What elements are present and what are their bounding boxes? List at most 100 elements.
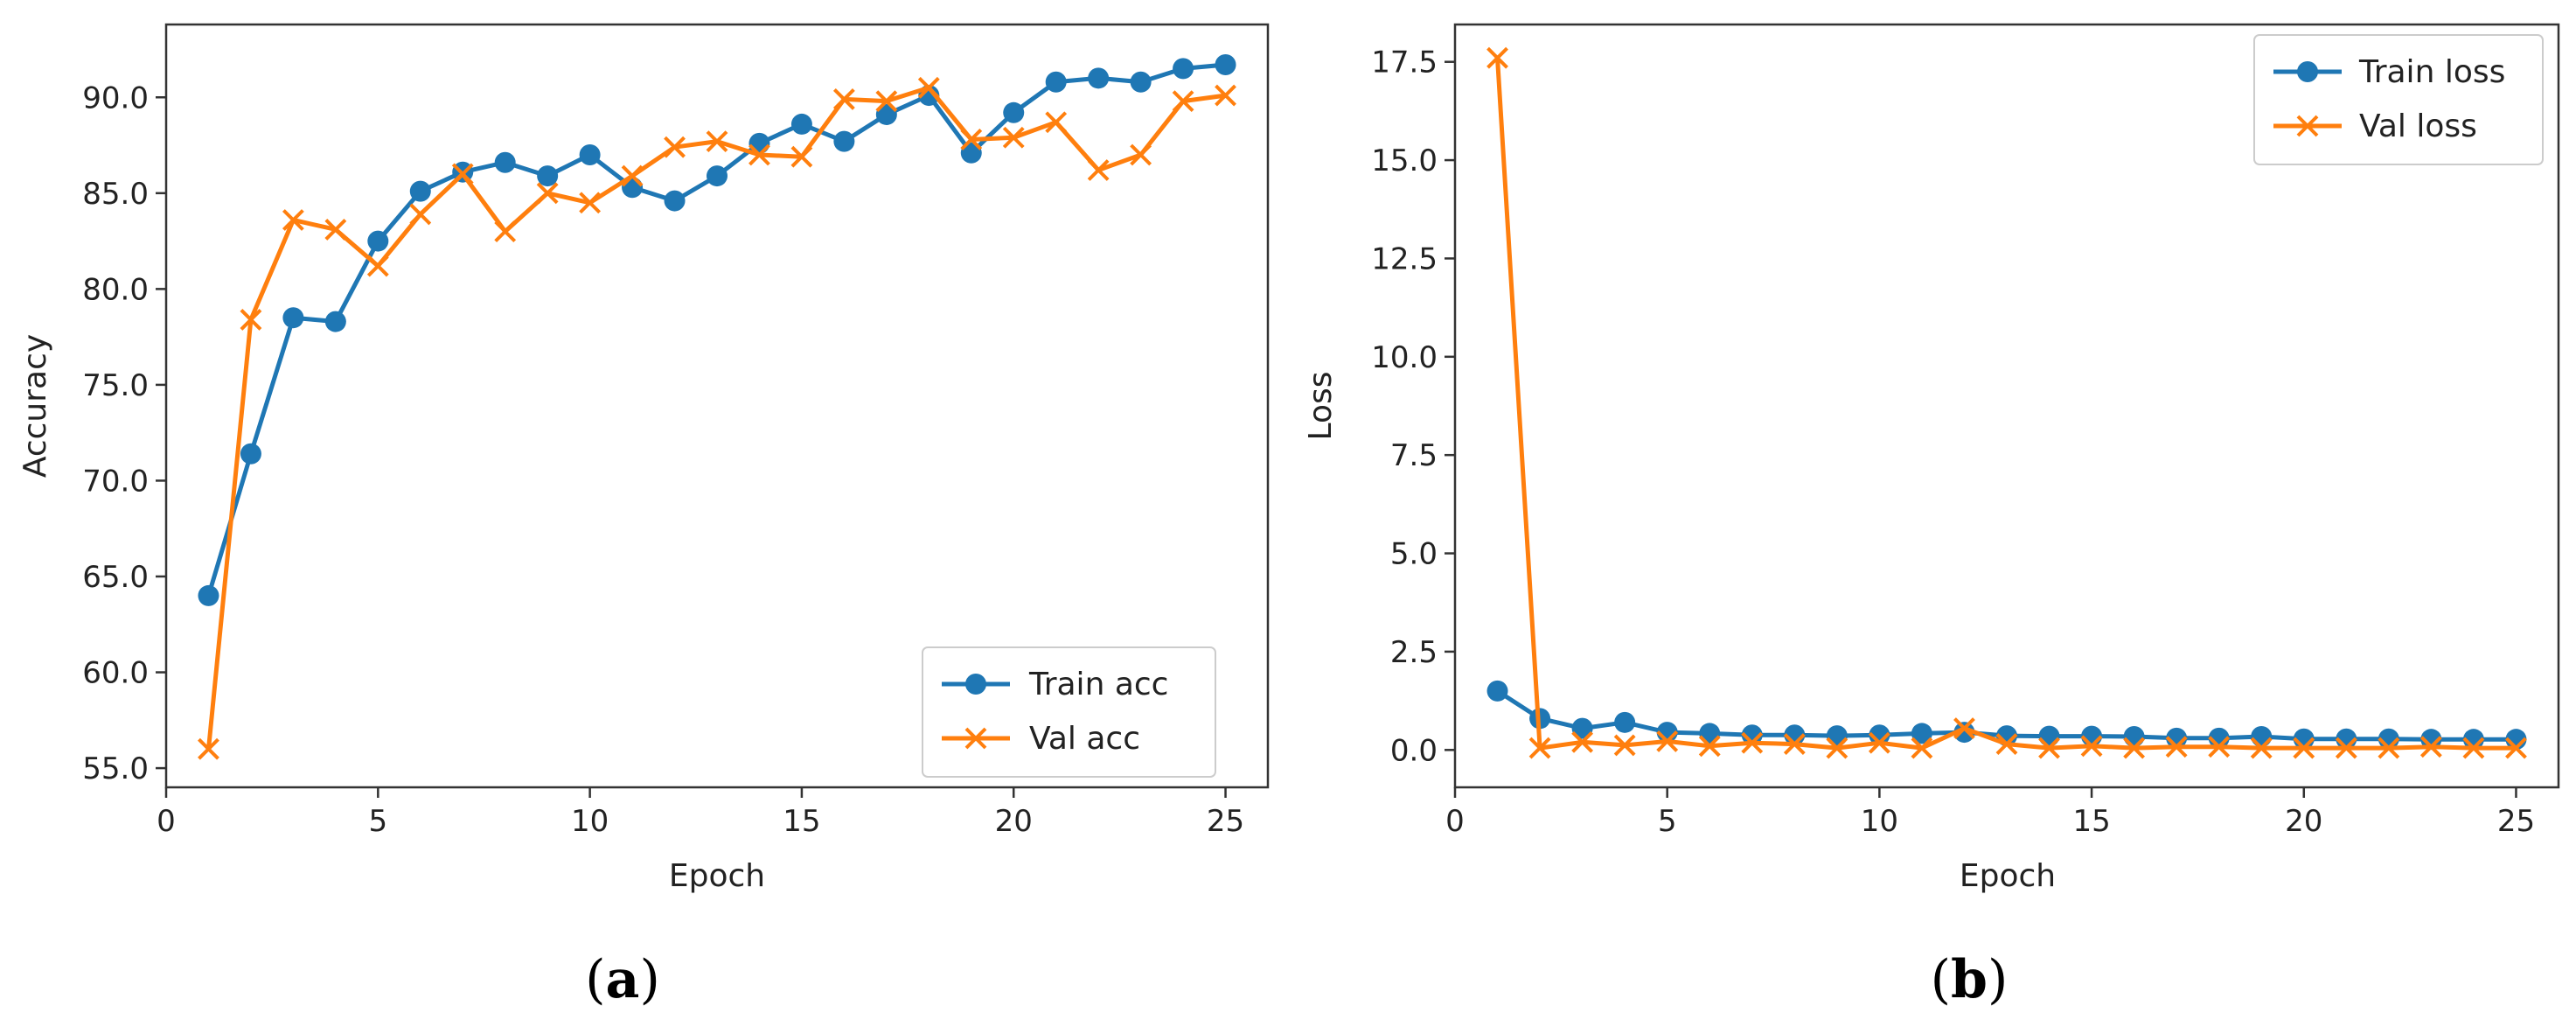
x-tick-label: 25 [2497, 804, 2535, 839]
x-tick-label: 0 [157, 804, 176, 839]
x-tick-label: 15 [783, 804, 820, 839]
data-point-val [451, 163, 474, 185]
data-point-train [833, 130, 855, 152]
panel-label-open: ( [1931, 949, 1951, 1010]
data-point-train [1911, 723, 1932, 744]
y-tick-label: 10.0 [1371, 340, 1438, 375]
data-point-val [1698, 735, 1721, 758]
data-point-val [706, 130, 728, 153]
legend-box [2253, 34, 2544, 165]
data-point-val [1045, 111, 1068, 134]
data-point-val [960, 129, 983, 150]
data-point-train [324, 311, 346, 332]
data-point-train [1571, 717, 1593, 739]
data-point-train [1003, 101, 1025, 123]
data-point-train [409, 180, 431, 202]
data-point-val [2123, 737, 2146, 759]
data-point-val [2208, 736, 2231, 758]
panel-label-close: ) [1988, 949, 2008, 1010]
x-tick-label: 20 [2285, 804, 2322, 839]
loss-chart: 0 5 10 15 20 25 0.0 2.5 5.0 7.5 10.0 12.5 15.0 17.5 E… [1303, 23, 2560, 1010]
panel-label-letter: b [1951, 949, 1988, 1010]
x-axis-label: Epoch [1960, 858, 2056, 894]
data-point-val [1656, 730, 1679, 752]
legend: Train loss Val loss [2253, 34, 2544, 165]
data-point-val [2378, 737, 2400, 759]
plot-marks: 0 5 10 15 20 25 0.0 2.5 5.0 7.5 10.0 12.5 15.0 17.5 [1371, 45, 2535, 839]
plot-frame [164, 23, 1270, 789]
data-point-val [1783, 733, 1806, 755]
legend-val-marker [964, 727, 987, 750]
data-point-train [537, 165, 559, 187]
legend-train-marker [965, 674, 986, 695]
data-point-train [1130, 71, 1152, 93]
data-point-train [2251, 726, 2273, 748]
data-point-val [2250, 737, 2273, 759]
panel-label-letter: a [606, 949, 640, 1010]
data-point-val [1172, 90, 1194, 113]
x-tick-label: 15 [2072, 804, 2110, 839]
data-point-train [198, 584, 219, 606]
data-point-train [1088, 67, 1110, 89]
data-point-train [1173, 58, 1194, 80]
y-tick-label: 12.5 [1371, 241, 1438, 276]
data-point-train [875, 103, 897, 125]
data-point-train [1953, 722, 1975, 744]
data-point-val [748, 143, 770, 166]
data-point-val [621, 164, 644, 187]
data-point-val [917, 76, 940, 99]
y-tick-label: 17.5 [1371, 45, 1438, 80]
data-point-train [1741, 724, 1763, 746]
data-point-train [2123, 726, 2145, 748]
data-point-train [1826, 725, 1848, 747]
data-point-val [1087, 159, 1110, 181]
y-tick-label: 85.0 [82, 177, 149, 212]
panel-label-open: ( [585, 949, 605, 1010]
data-point-val [2419, 736, 2442, 758]
data-point-val [2165, 736, 2188, 758]
data-point-val [198, 737, 219, 760]
data-point-val [2335, 737, 2357, 759]
data-point-val [579, 192, 602, 214]
y-tick-label: 15.0 [1371, 143, 1438, 178]
data-point-val [494, 220, 517, 243]
legend-train-label: Train acc [1028, 667, 1168, 702]
legend-val-label: Val loss [2359, 108, 2477, 144]
data-point-train [1215, 54, 1236, 76]
x-axis-label: Epoch [669, 858, 765, 894]
data-point-val [1486, 46, 1508, 69]
data-point-val [2038, 737, 2060, 759]
legend-train-marker [2297, 61, 2318, 82]
data-point-train [790, 113, 812, 135]
panel-label-b: (b) [1931, 949, 2009, 1010]
data-point-train [2420, 729, 2442, 751]
data-point-train [1869, 724, 1890, 746]
y-tick-label: 90.0 [82, 80, 149, 115]
y-axis-label: Accuracy [17, 334, 53, 478]
data-point-train [579, 143, 601, 165]
data-point-val [2462, 737, 2485, 759]
legend: Train acc Val acc [922, 646, 1216, 778]
data-point-val [1826, 737, 1848, 759]
data-point-train [2081, 725, 2103, 747]
data-point-val [2080, 735, 2103, 758]
data-point-val [1911, 737, 1933, 759]
y-tick-label: 55.0 [82, 751, 149, 786]
data-point-val [409, 203, 432, 226]
data-point-train [1486, 680, 1508, 702]
legend-val-marker [2296, 115, 2319, 137]
plot-frame [1453, 23, 2560, 789]
data-point-train [960, 142, 982, 164]
data-point-val [664, 136, 686, 158]
data-point-train [367, 230, 389, 252]
data-point-train [494, 151, 516, 173]
data-point-train [282, 307, 304, 329]
data-point-val [2293, 737, 2315, 759]
data-point-val [1215, 84, 1236, 107]
x-tick-label: 10 [571, 804, 609, 839]
data-point-val [1002, 126, 1025, 149]
data-point-val [1528, 737, 1551, 759]
data-point-val [324, 219, 347, 241]
data-point-val [832, 88, 855, 110]
